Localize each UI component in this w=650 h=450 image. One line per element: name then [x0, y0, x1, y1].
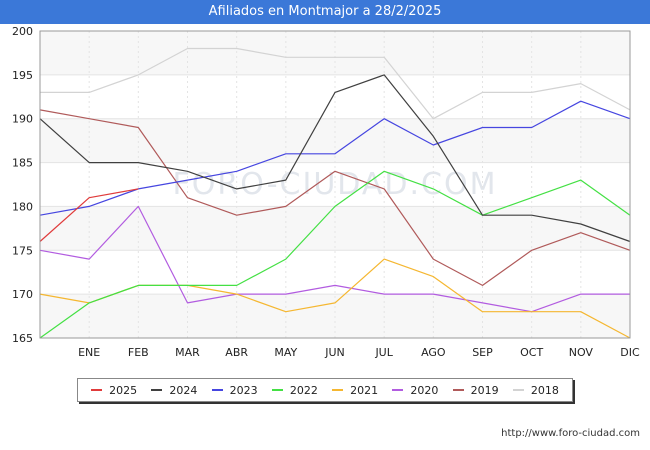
legend-label: 2022 — [289, 383, 318, 397]
legend-item-2018: 2018 — [512, 383, 559, 397]
legend-label: 2023 — [229, 383, 258, 397]
legend-item-2022: 2022 — [271, 383, 318, 397]
y-tick-label: 200 — [12, 25, 33, 38]
series-line-2025 — [39, 188, 139, 242]
legend-item-2025: 2025 — [91, 384, 137, 397]
series-line-2018 — [40, 47, 631, 120]
y-tick-label: 190 — [12, 113, 33, 126]
series-line-2019 — [39, 109, 631, 286]
y-tick-label: 170 — [12, 288, 33, 301]
y-tick-label: 185 — [12, 157, 33, 170]
x-tick-label: OCT — [520, 346, 543, 359]
y-tick-label: 180 — [12, 200, 33, 213]
line-chart: FORO-CIUDAD.COM 165170175180185190195200… — [12, 25, 640, 359]
x-axis: ENE FEB MAR ABR MAY JUN JUL AGO SEP OCT NOV DIC — [78, 346, 640, 359]
legend-label: 2019 — [470, 383, 499, 397]
x-tick-label: JUN — [324, 346, 345, 359]
x-tick-label: ABR — [225, 346, 248, 359]
legend-swatch — [91, 389, 103, 391]
legend-label: 2025 — [109, 383, 138, 397]
legend-item-2023: 2023 — [211, 383, 258, 397]
x-tick-label: NOV — [569, 346, 594, 359]
legend-swatch — [332, 389, 344, 391]
legend-swatch — [452, 389, 464, 391]
series-line-2022 — [39, 170, 631, 339]
series-line-2024 — [39, 74, 631, 243]
legend-item-2020: 2020 — [392, 384, 438, 397]
y-tick-label: 175 — [12, 244, 33, 257]
x-tick-label: JUL — [374, 346, 393, 359]
legend-item-2019: 2019 — [452, 383, 499, 397]
legend-swatch — [392, 389, 404, 391]
y-tick-label: 195 — [12, 69, 33, 82]
x-tick-label: ENE — [78, 346, 100, 359]
legend-swatch — [211, 389, 223, 391]
plot-border — [39, 30, 631, 339]
y-axis: 165 170 175 180 185 190 195 200 — [12, 25, 33, 345]
legend: 2025 2024 2023 2022 2021 2020 2019 2018 — [77, 378, 573, 402]
legend-swatch — [271, 389, 283, 391]
legend-swatch — [512, 389, 524, 391]
grid-band — [40, 206, 630, 251]
legend-label: 2020 — [410, 383, 439, 397]
source-url[interactable]: http://www.foro-ciudad.com — [501, 428, 640, 439]
chart-title: Afiliados en Montmajor a 28/2/2025 — [0, 0, 650, 24]
legend-item-2021: 2021 — [332, 384, 378, 397]
x-tick-label: FEB — [128, 346, 149, 359]
x-tick-label: MAY — [274, 346, 297, 359]
x-tick-label: DIC — [620, 346, 640, 359]
x-tick-label: SEP — [472, 346, 493, 359]
legend-label: 2021 — [350, 383, 379, 397]
x-tick-label: AGO — [421, 346, 446, 359]
series-layer — [39, 47, 631, 339]
legend-label: 2024 — [169, 383, 198, 397]
x-tick-label: MAR — [175, 346, 200, 359]
y-tick-label: 165 — [12, 332, 33, 345]
legend-label: 2018 — [530, 383, 559, 397]
legend-item-2024: 2024 — [151, 384, 197, 397]
legend-swatch — [151, 389, 163, 391]
